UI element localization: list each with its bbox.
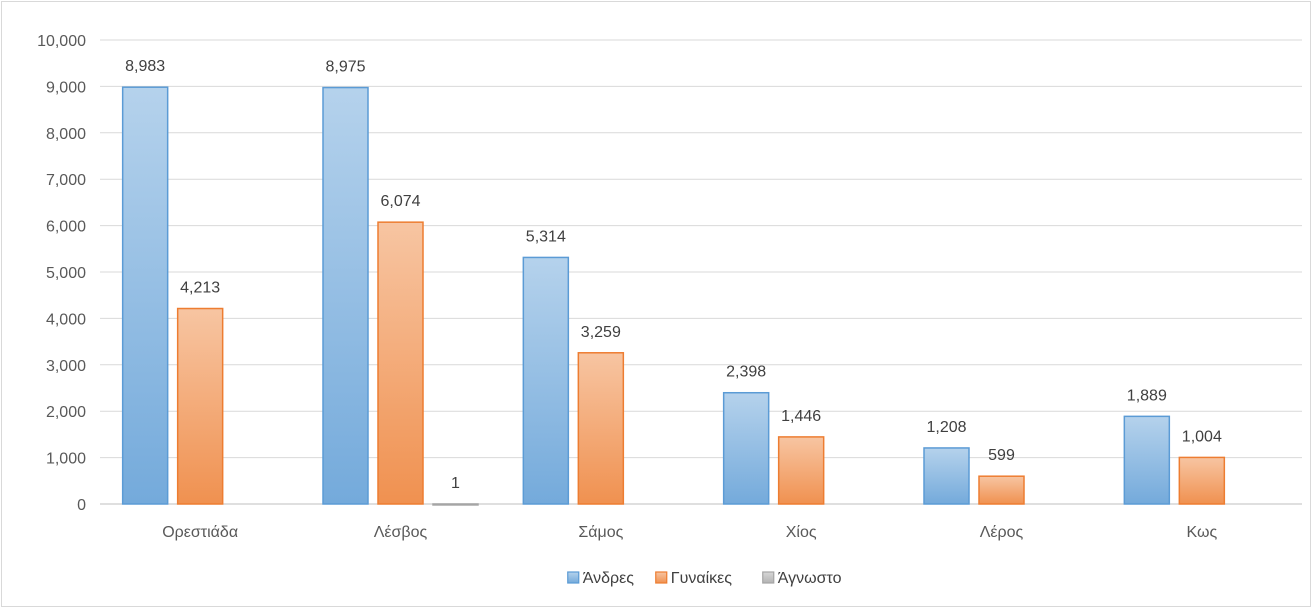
gridlines: [100, 39, 1302, 505]
bar: [978, 475, 1025, 505]
y-tick-label: 0: [77, 497, 86, 514]
x-category-label: Κως: [1186, 524, 1217, 541]
y-tick-label: 3,000: [46, 358, 86, 375]
bar: [777, 436, 825, 505]
legend: Άνδρες Γυναίκες Άγνωστο: [567, 570, 842, 587]
legend-label: Άνδρες: [583, 570, 635, 587]
x-category-label: Ορεστιάδα: [162, 524, 238, 541]
legend-swatch: [762, 571, 775, 584]
data-label: 6,074: [380, 193, 420, 210]
y-tick-label: 6,000: [46, 219, 86, 236]
legend-swatch: [655, 571, 668, 584]
x-category-label: Λέρος: [980, 524, 1024, 541]
bars: [121, 86, 1226, 506]
legend-label: Άγνωστο: [778, 570, 842, 587]
y-tick-label: 10,000: [37, 33, 86, 50]
data-label: 3,259: [581, 324, 621, 341]
bar: [1123, 415, 1171, 505]
y-axis-tick-labels: 0 1,000 2,000 3,000 4,000 5,000 6,000 7,000 8,00…: [37, 33, 86, 514]
legend-label: Γυναίκες: [671, 570, 733, 587]
data-label: 599: [988, 447, 1015, 464]
data-label: 1: [451, 475, 460, 492]
y-tick-label: 9,000: [46, 79, 86, 96]
legend-item: Γυναίκες: [655, 570, 733, 587]
bar: [722, 391, 770, 505]
bar: [377, 221, 424, 505]
data-label: 8,975: [325, 59, 365, 76]
y-tick-label: 2,000: [46, 404, 86, 421]
data-label: 2,398: [726, 364, 766, 381]
data-label: 8,983: [125, 58, 165, 75]
bar: [1178, 456, 1226, 505]
bar: [577, 352, 625, 505]
data-label: 1,889: [1127, 387, 1167, 404]
x-category-label: Χίος: [786, 524, 817, 541]
x-axis-category-labels: Ορεστιάδα Λέσβος Σάμος Χίος Λέρος Κως: [162, 524, 1217, 541]
data-label: 5,314: [526, 228, 566, 245]
legend-item: Άγνωστο: [762, 570, 842, 587]
y-tick-label: 7,000: [46, 172, 86, 189]
data-label: 1,208: [926, 419, 966, 436]
y-tick-label: 8,000: [46, 126, 86, 143]
data-label: 4,213: [180, 280, 220, 297]
bar: [923, 447, 970, 505]
y-tick-label: 5,000: [46, 265, 86, 282]
data-label: 1,004: [1182, 428, 1222, 445]
bar: [322, 86, 369, 505]
legend-swatch: [567, 571, 580, 584]
bar: [522, 256, 570, 505]
data-labels: 8,983 4,213 8,975 6,074 1 5,314 3,259 2,398 1,44…: [125, 58, 1222, 492]
x-category-label: Σάμος: [578, 524, 623, 541]
y-tick-label: 4,000: [46, 311, 86, 328]
data-label: 1,446: [781, 408, 821, 425]
bar: [176, 307, 224, 505]
y-tick-label: 1,000: [46, 451, 86, 468]
x-category-label: Λέσβος: [374, 524, 428, 541]
bar: [121, 86, 169, 505]
legend-item: Άνδρες: [567, 570, 635, 587]
bar: [432, 503, 479, 506]
